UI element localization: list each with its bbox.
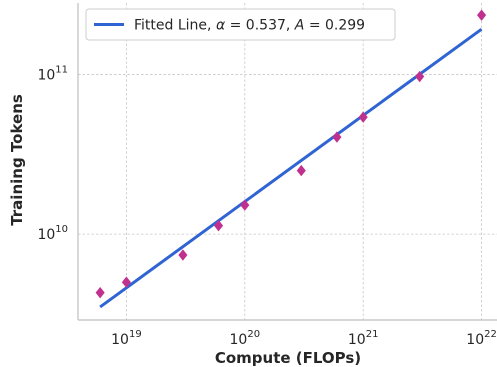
legend-box xyxy=(85,8,396,41)
fitted-line-series xyxy=(99,27,483,309)
data-point-9 xyxy=(477,9,487,21)
legend-label: Fitted Line, α = 0.537, A = 0.299 xyxy=(134,18,365,34)
data-point-6 xyxy=(332,131,342,143)
y-axis-title: Training Tokens xyxy=(8,94,26,226)
data-point-7 xyxy=(358,111,368,123)
data-point-1 xyxy=(121,276,131,288)
x-tick-label-0: 1019 xyxy=(111,329,142,348)
data-point-8 xyxy=(415,70,425,83)
data-point-4 xyxy=(240,199,250,211)
y-tick-label-1: 1011 xyxy=(37,64,68,83)
data-point-0 xyxy=(95,286,105,299)
x-tick-label-2: 1021 xyxy=(348,329,379,348)
grid-lines xyxy=(78,3,497,320)
legend: Fitted Line, α = 0.537, A = 0.299 xyxy=(85,8,396,41)
y-tick-label-0: 1010 xyxy=(37,224,68,243)
tick-labels: 1019 1020 1021 1022 1010 1011 xyxy=(37,64,496,348)
x-tick-label-1: 1020 xyxy=(230,329,261,348)
data-point-3 xyxy=(213,219,224,232)
data-point-5 xyxy=(296,164,306,177)
axes xyxy=(77,3,497,321)
data-points-series xyxy=(95,9,487,299)
data-point-2 xyxy=(178,249,188,261)
x-axis-title: Compute (FLOPs) xyxy=(215,349,361,367)
fitted-line xyxy=(99,27,483,309)
x-tick-label-3: 1022 xyxy=(466,329,497,348)
